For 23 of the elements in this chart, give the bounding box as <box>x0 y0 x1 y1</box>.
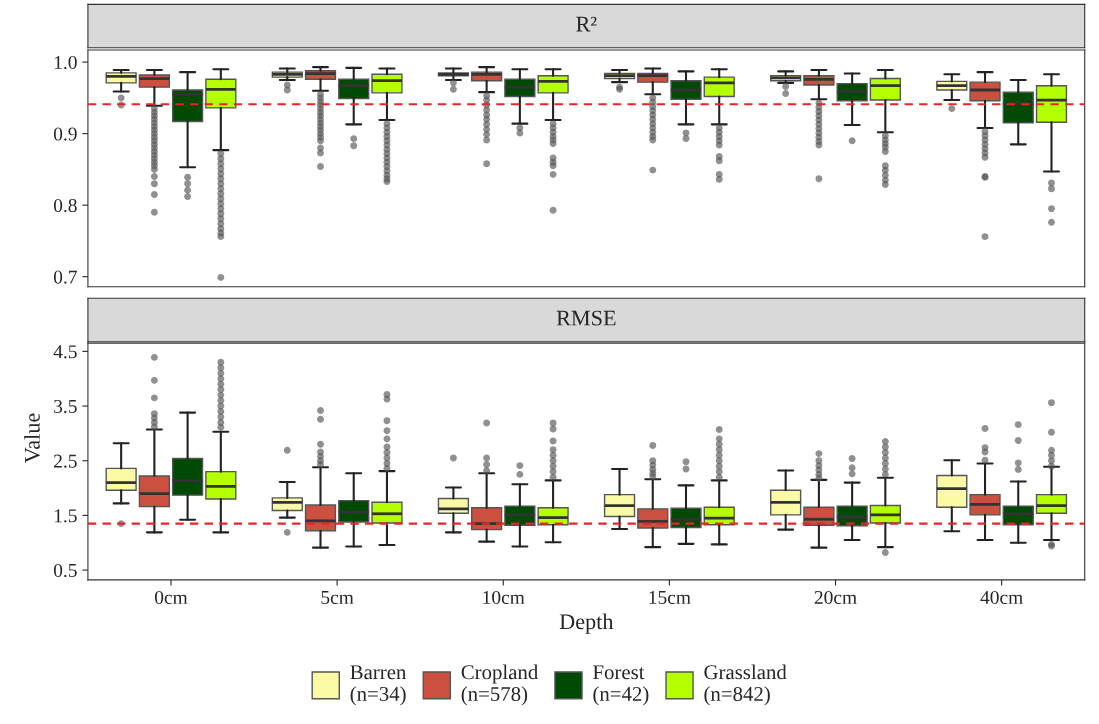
x-tick-label: 5cm <box>321 591 354 605</box>
y-tick-label: 0.7 <box>53 270 77 284</box>
y-tick-label: 0.8 <box>53 198 77 213</box>
x-axis-title: Depth <box>559 613 614 634</box>
x-tick-label: 15cm <box>649 591 691 605</box>
y-tick-label: 0.9 <box>53 127 77 141</box>
y-tick-label: 1.5 <box>54 509 77 523</box>
chart-title: R² <box>576 16 597 32</box>
legend-label: Forest (n=42) <box>593 665 649 706</box>
chart-title: RMSE <box>556 310 616 326</box>
x-tick-label: 10cm <box>483 590 525 605</box>
y-tick-label: 1.0 <box>54 55 77 70</box>
legend-label: Barren (n=34) <box>350 665 407 706</box>
x-tick-label: 0cm <box>154 590 188 605</box>
y-tick-label: 0.5 <box>53 563 77 578</box>
x-tick-label: 20cm <box>814 590 857 605</box>
y-tick-label: 3.5 <box>54 399 77 414</box>
y-tick-label: 2.5 <box>54 454 77 468</box>
legend-label: Grassland (n=842) <box>704 664 787 706</box>
legend-label: Cropland (n=578) <box>461 664 539 706</box>
y-tick-label: 4.5 <box>53 345 77 359</box>
x-tick-label: 40cm <box>980 590 1023 605</box>
y-axis-title: Value <box>24 413 40 464</box>
